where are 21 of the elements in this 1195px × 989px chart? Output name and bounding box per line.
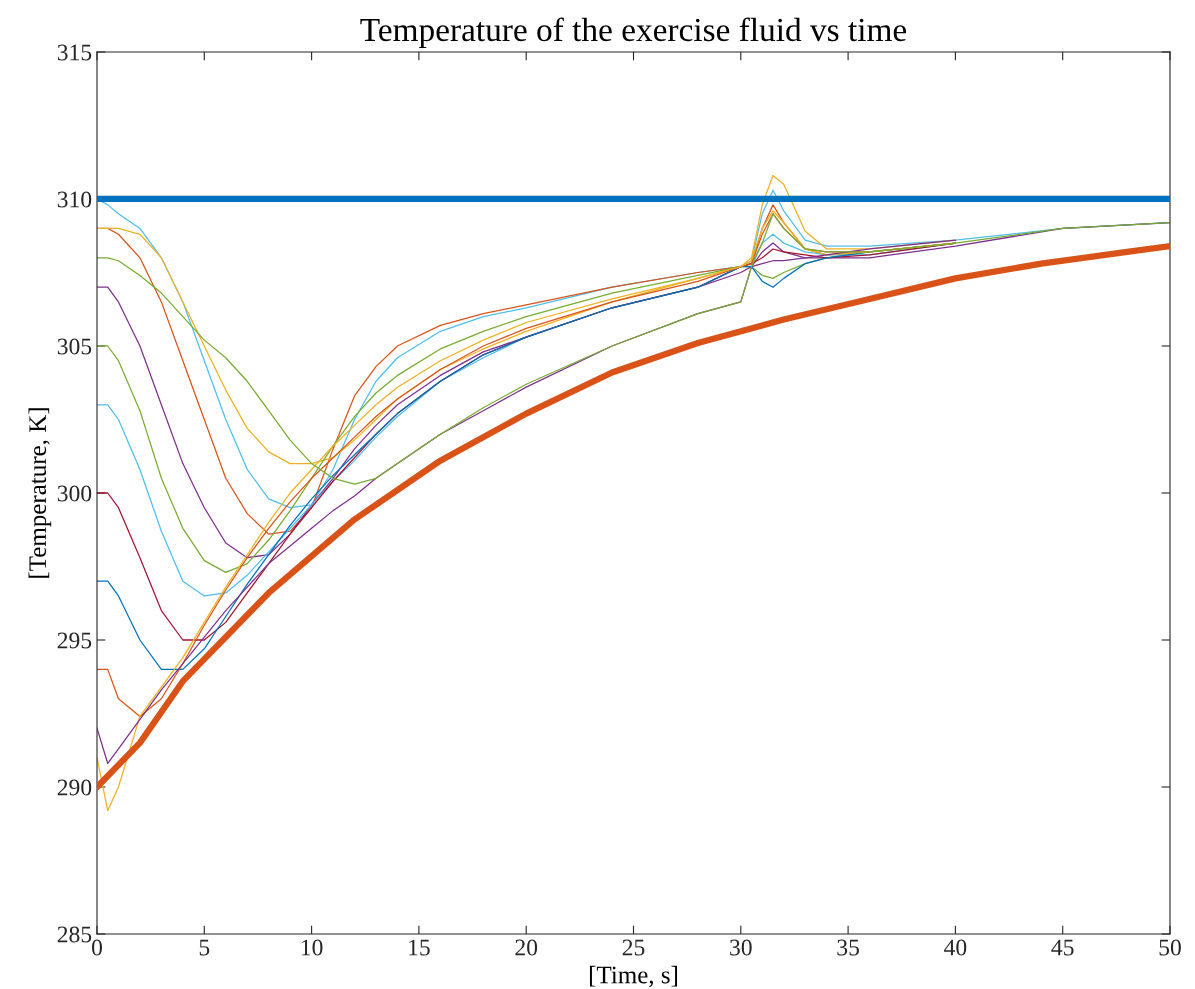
y-axis-title: [Temperature, K]: [28, 408, 52, 578]
y-tick-label: 315: [57, 44, 92, 61]
x-tick-label: 40: [944, 939, 967, 956]
y-tick-label: 310: [57, 191, 92, 208]
x-tick-label: 35: [837, 939, 859, 956]
y-tick-label: 285: [57, 926, 92, 943]
x-tick-label: 10: [301, 939, 323, 956]
x-axis-title: [Time, s]: [589, 965, 678, 988]
x-tick-label: 15: [409, 939, 430, 956]
x-tick-label: 5: [199, 939, 210, 956]
y-tick-label: 290: [57, 779, 92, 796]
x-tick-label: 20: [515, 939, 538, 956]
x-tick-label: 0: [92, 939, 102, 956]
y-tick-label: 300: [57, 485, 92, 502]
y-tick-label: 305: [57, 338, 92, 355]
x-tick-label: 45: [1051, 939, 1074, 956]
x-tick-label: 50: [1159, 939, 1181, 956]
x-tick-label: 25: [622, 939, 645, 956]
y-tick-label: 295: [57, 632, 92, 649]
x-tick-label: 30: [730, 939, 752, 956]
chart-title: Temperature of the exercise fluid vs time: [360, 17, 907, 48]
